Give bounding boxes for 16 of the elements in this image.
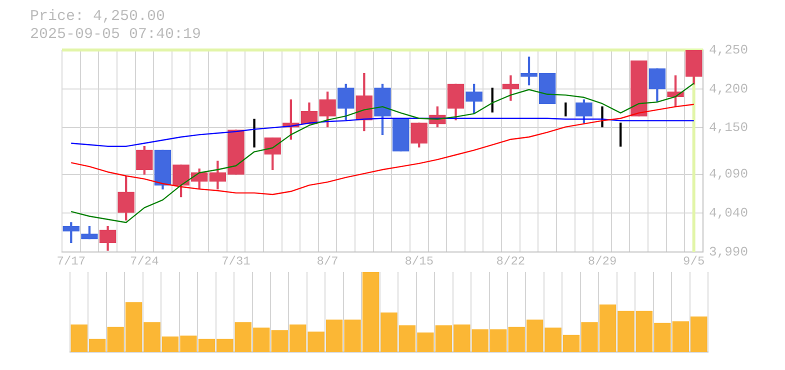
y-tick-label: 4,150 xyxy=(709,120,748,136)
chart-title: Price: 4,250.00 xyxy=(30,8,166,26)
x-tick-label: 8/15 xyxy=(404,254,434,268)
x-tick-label: 9/5 xyxy=(683,254,705,268)
chart-subtitle: 2025-09-05 07:40:19 xyxy=(30,26,202,44)
y-tick-label: 4,250 xyxy=(709,42,748,58)
y-tick-label: 4,200 xyxy=(709,81,748,96)
x-tick-label: 8/29 xyxy=(588,254,617,268)
y-tick-label: 4,090 xyxy=(709,166,748,182)
y-tick-label: 3,990 xyxy=(709,244,748,260)
y-tick-label: 4,040 xyxy=(709,206,748,221)
x-tick-label: 7/31 xyxy=(222,254,250,268)
x-tick-label: 8/7 xyxy=(316,254,338,268)
x-tick-label: 8/22 xyxy=(496,254,526,268)
x-tick-label: 7/17 xyxy=(56,254,86,268)
x-tick-label: 7/24 xyxy=(130,254,159,268)
